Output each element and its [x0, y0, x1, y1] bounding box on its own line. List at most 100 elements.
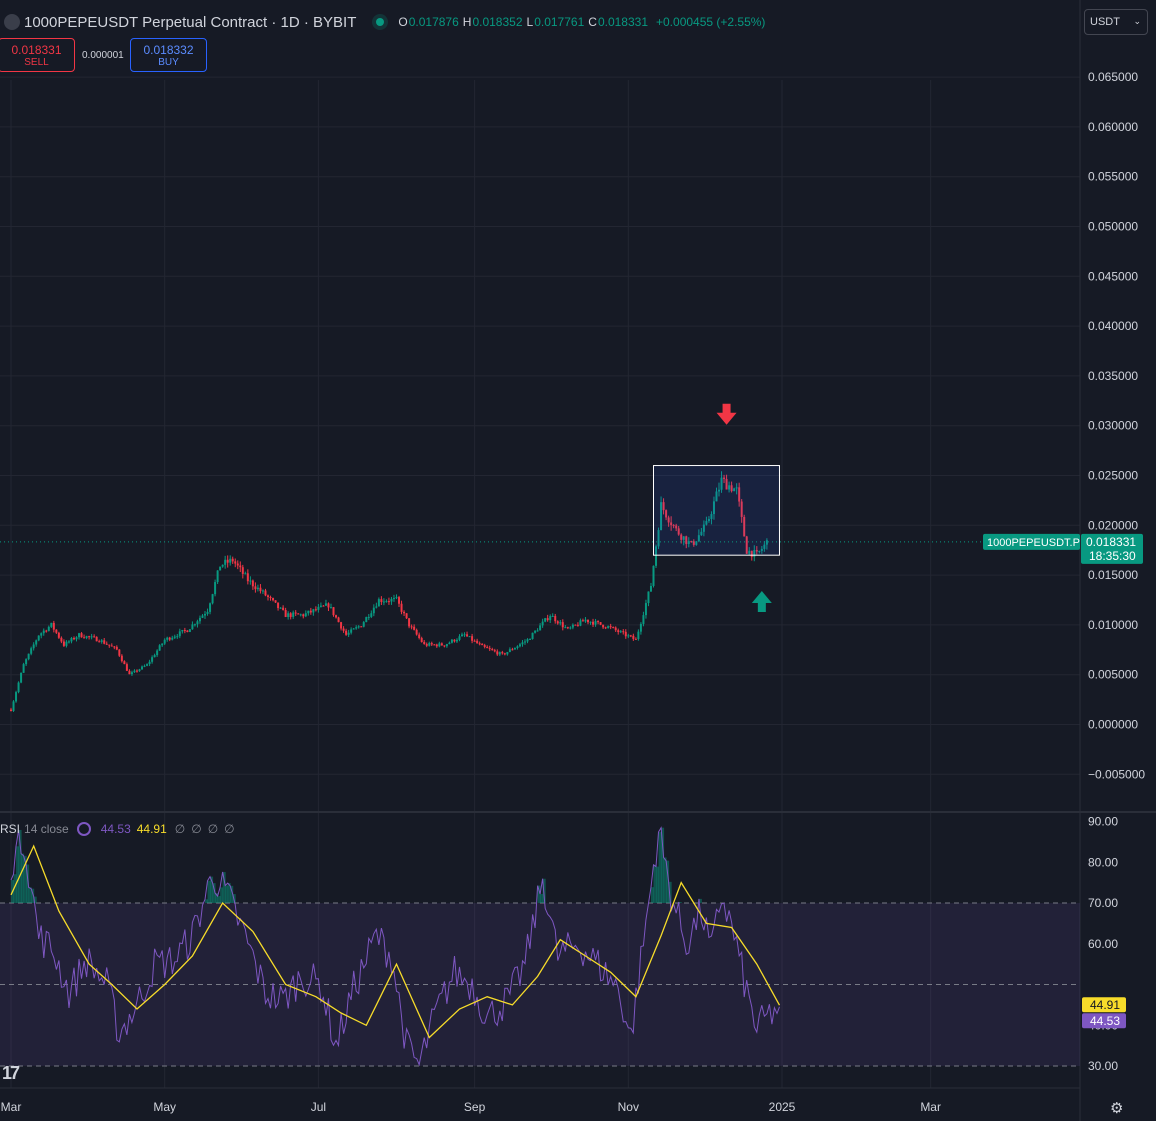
candle-body [65, 641, 68, 646]
candle-body [594, 621, 597, 625]
candle-body [55, 629, 58, 633]
candle-body [619, 631, 622, 633]
candle-body [156, 650, 159, 656]
rsi-overbought-fill [11, 827, 702, 903]
candle-body [652, 565, 655, 586]
candle-body [372, 607, 375, 614]
candle-body [622, 631, 625, 633]
candle-body [302, 614, 305, 617]
candle-body [50, 622, 53, 627]
rsi-tick-label: 80.00 [1088, 855, 1118, 869]
candle-body [201, 615, 204, 618]
candle-body [45, 630, 48, 632]
overbought-segment [13, 874, 17, 903]
candle-body [110, 645, 113, 647]
candle-body [125, 664, 128, 671]
price-tick-label: 0.050000 [1088, 220, 1138, 234]
overbought-segment [217, 896, 221, 903]
candle-body [677, 528, 680, 535]
price-tick-label: 0.040000 [1088, 319, 1138, 333]
candle-body [12, 701, 15, 711]
candle-body [123, 661, 126, 665]
candle-body [445, 644, 448, 647]
price-tick-label: −0.005000 [1088, 767, 1145, 781]
candle-body [141, 666, 144, 670]
price-tick-label: 0.025000 [1088, 469, 1138, 483]
overbought-segment [225, 885, 229, 903]
candle-body [367, 616, 370, 618]
candle-body [476, 640, 479, 644]
candle-body [524, 641, 526, 643]
candle-body [319, 605, 322, 607]
candle-body [597, 621, 600, 623]
candle-body [22, 664, 25, 673]
candle-body [120, 655, 123, 662]
candle-body [204, 613, 207, 616]
candle-body [352, 628, 355, 630]
candle-body [186, 630, 189, 633]
candle-body [42, 630, 45, 634]
candle-body [289, 613, 292, 617]
overbought-segment [653, 864, 657, 903]
candle-body [627, 635, 630, 637]
overbought-segment [18, 829, 22, 903]
candle-body [241, 567, 244, 574]
candle-body [760, 548, 763, 551]
candle-body [93, 636, 96, 638]
overbought-segment [230, 885, 234, 903]
candle-body [209, 603, 212, 612]
candle-body [332, 607, 335, 616]
candle-body [163, 639, 166, 644]
candle-body [745, 536, 748, 554]
candle-body [516, 646, 519, 649]
candle-body [559, 622, 562, 624]
candle-body [433, 644, 436, 646]
candle-body [506, 652, 509, 655]
buy-button[interactable]: 0.018332 BUY [130, 38, 207, 72]
symbol-title[interactable]: 1000PEPEUSDT Perpetual Contract · 1D · B… [24, 13, 357, 31]
rsi-ma-tag [1082, 997, 1126, 1013]
price-tick-label: 0.065000 [1088, 70, 1138, 84]
candle-body [554, 615, 557, 622]
gear-icon[interactable]: ⚙ [1110, 1100, 1124, 1117]
ohlc-high: H0.018352 [462, 15, 523, 29]
ohlc-low: L0.017761 [526, 15, 585, 29]
candle-body [733, 488, 736, 492]
candle-body [758, 550, 761, 552]
rsi-name[interactable]: RSI [0, 822, 21, 836]
currency-select[interactable]: USDT ⌄ [1084, 9, 1148, 35]
candle-body [723, 477, 726, 479]
rsi-placeholder: ∅ [174, 822, 186, 836]
candle-body [211, 594, 214, 604]
candle-body [488, 648, 491, 650]
candle-body [166, 637, 169, 640]
candle-body [340, 622, 343, 629]
candle-body [458, 636, 461, 640]
candle-body [17, 682, 20, 693]
overbought-segment [537, 885, 541, 903]
candle-body [765, 540, 768, 545]
rsi-placeholder: ∅ [207, 822, 219, 836]
candle-body [642, 615, 645, 624]
grid [0, 76, 1080, 1088]
candle-body [748, 550, 751, 554]
candle-body [360, 626, 363, 628]
rsi-legend[interactable]: RSI 14 close 44.53 44.91 ∅ ∅ ∅ ∅ [0, 822, 241, 836]
price-tick-label: 0.000000 [1088, 718, 1138, 732]
time-tick-label: Jul [311, 1100, 326, 1114]
candle-body [183, 630, 186, 632]
candle-body [47, 626, 50, 631]
candle-body [35, 640, 38, 645]
candle-body [463, 634, 466, 636]
candle-body [335, 615, 338, 618]
tradingview-logo-icon[interactable]: 17 [2, 1063, 20, 1083]
sell-button[interactable]: 0.018331 SELL [0, 38, 75, 72]
candle-body [350, 629, 353, 633]
candle-body [133, 670, 136, 673]
rsi-tick-label: 90.00 [1088, 815, 1118, 829]
candle-body [135, 670, 138, 672]
candle-body [128, 670, 131, 675]
candle-body [297, 613, 300, 615]
rsi-tick-label: 30.00 [1088, 1059, 1118, 1073]
